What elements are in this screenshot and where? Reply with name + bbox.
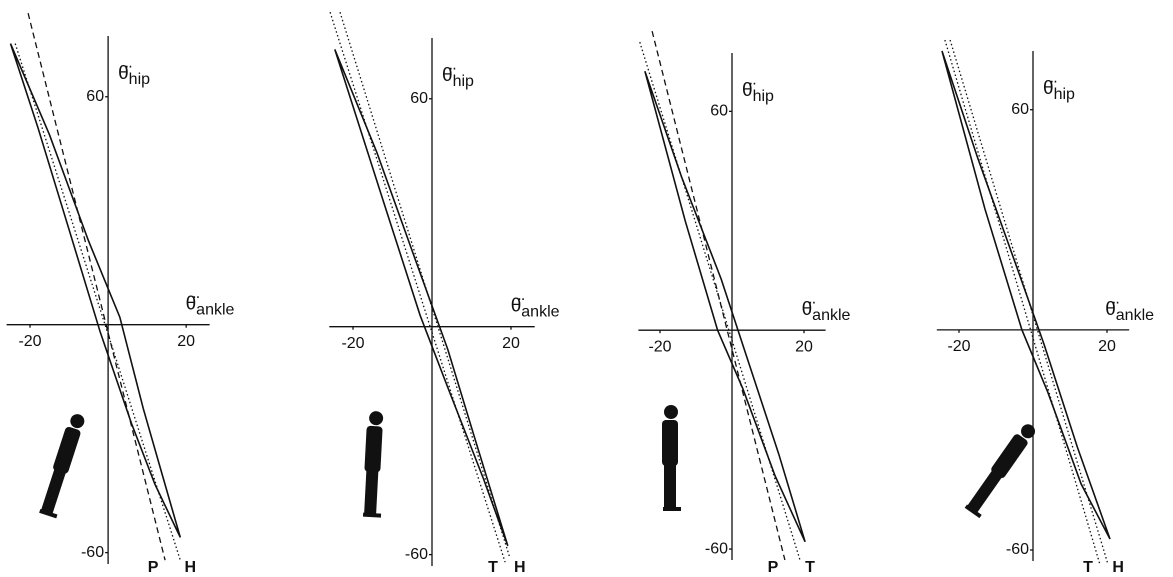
x-axis-label: θ̈ankle — [186, 294, 235, 319]
silhouette-torso — [364, 425, 383, 473]
line-label: T — [805, 559, 815, 576]
y-tick-label: 60 — [1011, 101, 1029, 118]
silhouette-legs — [364, 467, 379, 517]
x-tick-label: 20 — [502, 335, 520, 352]
silhouette-torso — [53, 426, 81, 474]
reference-line — [949, 39, 1109, 565]
x-axis-label: θ̈ankle — [802, 299, 851, 324]
y-axis-label: θ̈hip — [118, 63, 150, 88]
y-tick-label: -60 — [705, 540, 728, 557]
x-axis-label-symbol: θ̈ — [1105, 299, 1119, 320]
line-label: T — [1083, 559, 1093, 576]
silhouette-foot — [663, 507, 681, 511]
silhouette-legs — [40, 466, 67, 516]
x-tick-label: 20 — [795, 338, 813, 355]
y-tick-label: 60 — [86, 88, 104, 105]
silhouette-torso — [991, 434, 1028, 478]
silhouette — [362, 411, 384, 518]
x-axis-label-subscript: ankle — [1116, 307, 1154, 324]
y-axis-label-subscript: hip — [453, 73, 474, 90]
x-axis-label-symbol: θ̈ — [802, 299, 816, 320]
silhouette — [964, 424, 1036, 519]
line-label: H — [514, 559, 526, 576]
reference-line — [27, 13, 166, 561]
x-axis-label-subscript: ankle — [812, 307, 850, 324]
silhouette-legs — [966, 468, 1004, 515]
data-loop — [334, 49, 509, 547]
data-loop — [644, 70, 806, 543]
reference-line — [339, 12, 511, 558]
y-axis-label-subscript: hip — [129, 71, 150, 88]
x-axis-label-symbol: θ̈ — [511, 296, 525, 317]
data-loop — [941, 50, 1111, 540]
silhouette-head — [70, 414, 85, 429]
silhouette-foot — [362, 512, 382, 518]
x-axis-label-symbol: θ̈ — [186, 294, 200, 315]
x-tick-label: 20 — [1098, 338, 1116, 355]
y-tick-label: -60 — [405, 546, 428, 563]
reference-line — [639, 41, 801, 561]
silhouette-head — [369, 411, 384, 426]
y-axis-label: θ̈hip — [1043, 78, 1075, 103]
silhouette-head — [1021, 424, 1036, 439]
x-axis-label-subscript: ankle — [196, 302, 234, 319]
x-tick-label: -20 — [947, 338, 970, 355]
silhouette-head — [664, 405, 678, 419]
y-axis-label-symbol: θ̈ — [118, 63, 132, 84]
y-axis-label-symbol: θ̈ — [442, 65, 456, 86]
x-tick-label: -20 — [341, 335, 364, 352]
y-axis-label-symbol: θ̈ — [742, 80, 756, 101]
line-label: T — [488, 559, 498, 576]
line-label: H — [1112, 559, 1124, 576]
x-tick-label: -20 — [18, 333, 41, 350]
y-axis-label: θ̈hip — [442, 65, 474, 90]
x-axis-label-subscript: ankle — [521, 304, 559, 321]
y-axis-label-subscript: hip — [753, 88, 774, 105]
x-tick-label: -20 — [648, 338, 671, 355]
line-label: P — [768, 559, 779, 576]
line-label: P — [148, 559, 159, 576]
silhouette-foot — [39, 508, 58, 519]
data-loop — [9, 43, 182, 538]
y-axis-label: θ̈hip — [742, 80, 774, 105]
y-tick-label: 60 — [410, 90, 428, 107]
y-tick-label: -60 — [1006, 541, 1029, 558]
silhouette-foot — [964, 504, 982, 519]
reference-line — [329, 12, 506, 563]
y-axis-label-symbol: θ̈ — [1043, 78, 1057, 99]
line-label: H — [185, 559, 197, 576]
y-tick-label: -60 — [81, 544, 104, 561]
silhouette-legs — [664, 462, 676, 510]
reference-line — [14, 43, 181, 561]
y-tick-label: 60 — [710, 103, 728, 120]
y-axis-label-subscript: hip — [1054, 86, 1075, 103]
silhouette-torso — [662, 420, 678, 466]
x-axis-label: θ̈ankle — [1105, 299, 1154, 324]
reference-line — [944, 39, 1101, 565]
silhouette — [39, 414, 85, 519]
silhouette — [662, 405, 681, 511]
x-axis-label: θ̈ankle — [511, 296, 560, 321]
x-tick-label: 20 — [177, 333, 195, 350]
